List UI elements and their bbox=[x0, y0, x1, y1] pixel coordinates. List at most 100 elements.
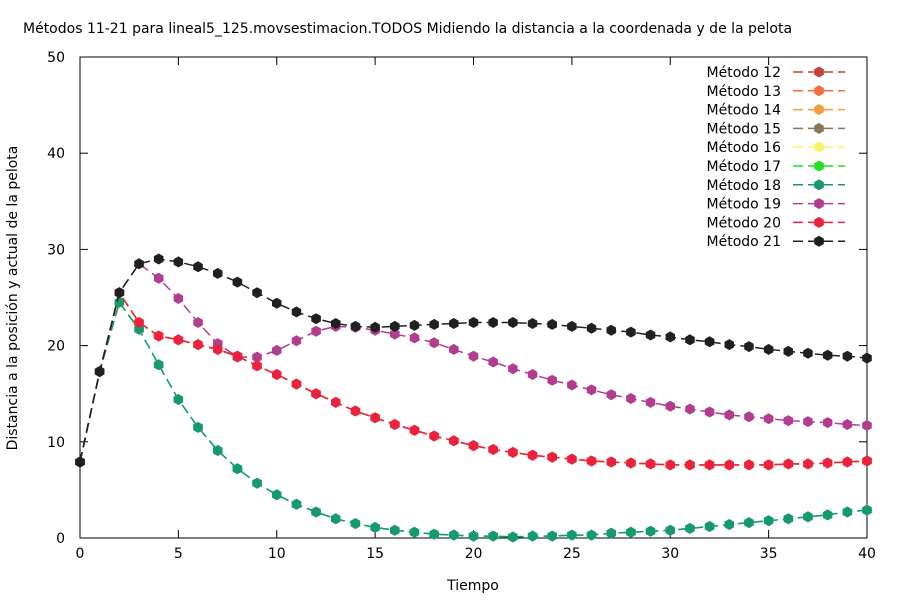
data-point bbox=[645, 458, 656, 470]
data-point bbox=[547, 318, 557, 330]
data-point bbox=[704, 521, 715, 532]
data-point bbox=[626, 526, 636, 538]
data-point bbox=[213, 267, 223, 279]
data-point bbox=[508, 317, 518, 328]
legend-item-2: Método 13 bbox=[707, 84, 845, 100]
legend-item-1: Método 12 bbox=[707, 65, 845, 81]
data-point bbox=[626, 326, 636, 338]
data-point bbox=[586, 384, 597, 396]
data-point bbox=[252, 351, 262, 363]
data-point bbox=[803, 511, 813, 523]
x-tick-label-2: 10 bbox=[268, 546, 286, 562]
data-point bbox=[75, 456, 85, 468]
legend-item-9: Método 20 bbox=[707, 215, 845, 231]
data-point bbox=[626, 457, 636, 469]
data-point bbox=[193, 317, 203, 328]
data-point bbox=[724, 339, 734, 351]
data-point bbox=[744, 459, 754, 471]
data-point bbox=[724, 459, 734, 471]
data-point bbox=[842, 419, 853, 430]
data-point bbox=[390, 419, 400, 430]
data-point bbox=[153, 330, 164, 342]
data-point bbox=[822, 509, 833, 521]
data-point bbox=[842, 456, 853, 468]
x-tick-label-3: 15 bbox=[366, 546, 384, 562]
data-point bbox=[94, 366, 105, 378]
legend-item-3: Método 14 bbox=[707, 103, 845, 119]
data-point bbox=[252, 287, 262, 299]
legend-marker bbox=[814, 160, 824, 172]
data-point bbox=[744, 341, 754, 353]
x-tick-label-5: 25 bbox=[563, 546, 581, 562]
chart-title: Métodos 11-21 para lineal5_125.movsestim… bbox=[23, 21, 792, 37]
data-point bbox=[252, 360, 262, 372]
legend-item-7: Método 18 bbox=[707, 178, 845, 194]
data-point bbox=[409, 526, 420, 538]
data-point bbox=[803, 458, 813, 470]
legend: Método 12 Método 13 Método 14 Método 15 Méto… bbox=[707, 65, 845, 250]
data-point bbox=[311, 313, 321, 325]
data-point bbox=[704, 459, 715, 471]
data-point bbox=[645, 329, 656, 341]
data-point bbox=[429, 430, 439, 442]
y-axis: 0 10 20 30 40 50 bbox=[47, 50, 867, 547]
data-point bbox=[311, 506, 321, 518]
data-point bbox=[783, 513, 794, 525]
data-point bbox=[331, 318, 341, 329]
data-point bbox=[429, 528, 439, 540]
data-point bbox=[822, 417, 833, 429]
data-point bbox=[744, 517, 754, 529]
data-point bbox=[606, 389, 616, 401]
data-point bbox=[409, 424, 420, 436]
series-10 bbox=[75, 253, 872, 468]
data-point bbox=[153, 359, 164, 371]
data-point bbox=[862, 455, 872, 467]
data-point bbox=[173, 334, 184, 346]
data-point bbox=[527, 369, 538, 380]
y-tick-label-3: 30 bbox=[47, 242, 65, 258]
data-point bbox=[449, 343, 459, 355]
data-point bbox=[173, 256, 184, 268]
data-point bbox=[508, 531, 518, 543]
data-point bbox=[350, 320, 361, 332]
data-point bbox=[665, 459, 675, 471]
data-point bbox=[449, 318, 459, 329]
legend-marker bbox=[814, 85, 824, 97]
data-point bbox=[783, 458, 794, 470]
data-point bbox=[685, 522, 695, 534]
data-point bbox=[311, 325, 321, 337]
data-point bbox=[508, 363, 518, 375]
data-point bbox=[606, 456, 616, 468]
data-point bbox=[390, 524, 400, 536]
data-point bbox=[134, 258, 144, 270]
legend-marker bbox=[814, 141, 824, 153]
data-point bbox=[193, 261, 203, 273]
legend-label: Método 16 bbox=[707, 140, 782, 156]
data-point bbox=[193, 339, 203, 351]
legend-label: Método 18 bbox=[707, 178, 781, 194]
data-point bbox=[763, 515, 774, 527]
legend-marker bbox=[814, 66, 824, 78]
data-point bbox=[311, 388, 321, 400]
data-point bbox=[567, 379, 577, 391]
data-point bbox=[763, 343, 774, 355]
y-tick-label-1: 10 bbox=[47, 435, 65, 451]
legend-marker bbox=[814, 122, 824, 134]
data-point bbox=[567, 529, 577, 541]
data-point bbox=[153, 272, 164, 284]
data-point bbox=[468, 530, 479, 542]
legend-label: Método 17 bbox=[707, 159, 781, 175]
legend-item-4: Método 15 bbox=[707, 121, 845, 137]
data-point bbox=[803, 347, 813, 359]
data-point bbox=[665, 400, 675, 412]
x-axis: 0 5 10 15 20 25 30 35 40 bbox=[76, 57, 876, 562]
data-point bbox=[527, 449, 538, 461]
legend-label: Método 13 bbox=[707, 84, 781, 100]
x-tick-label-8: 40 bbox=[858, 546, 876, 562]
data-point bbox=[193, 421, 203, 433]
y-tick-label-4: 40 bbox=[47, 146, 65, 162]
data-point bbox=[488, 356, 498, 368]
data-point bbox=[153, 253, 164, 265]
data-point bbox=[783, 345, 794, 357]
data-point bbox=[586, 455, 597, 467]
